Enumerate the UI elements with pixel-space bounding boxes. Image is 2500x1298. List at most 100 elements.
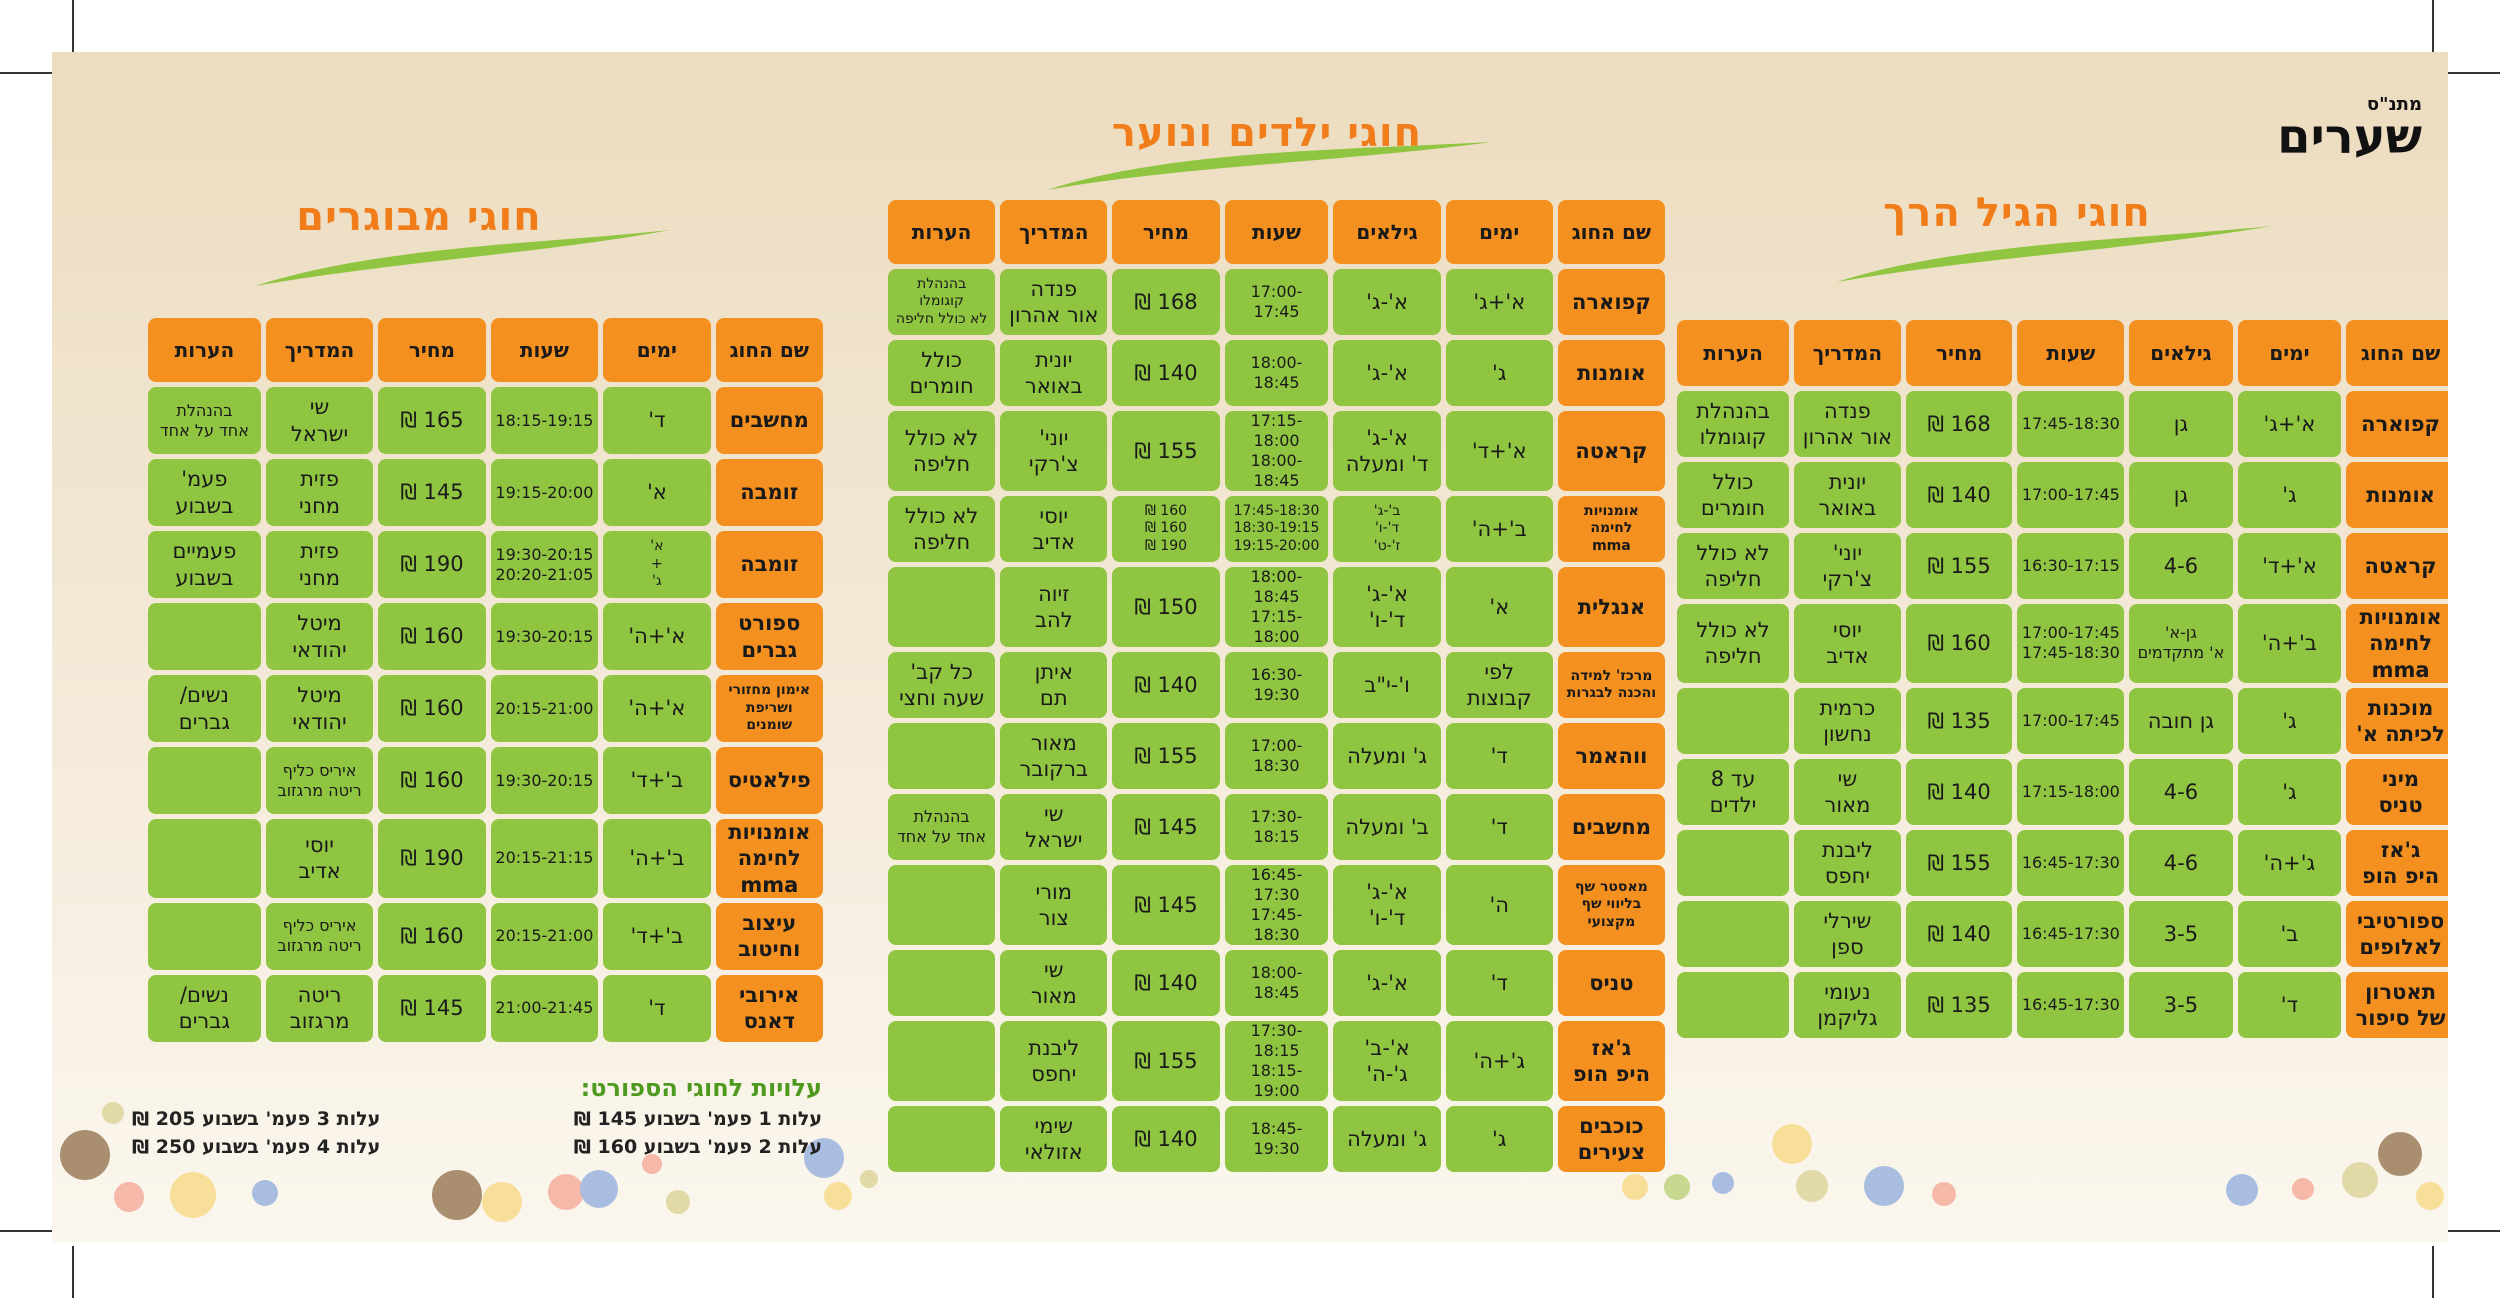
cell-notes: בהנהלת קוגומלו לא כולל חליפה (888, 269, 996, 335)
cell-price: 165 ₪ (378, 387, 486, 454)
cell-instructor: מיטל יהודאי (265, 603, 374, 670)
cell-ages: גן (2129, 391, 2233, 457)
cell-hours: 16:30-17:15 (2017, 533, 2125, 599)
table-row: קפוארה א'+ג' א'-ג' 17:00-17:45 168 ₪ פנדה אור… (888, 269, 1665, 335)
cell-days: ד' (1445, 950, 1553, 1016)
cell-price: 160 ₪ (378, 902, 486, 970)
cell-activity-name: ג'אז היפ הופ (2346, 829, 2448, 896)
table-row: פילאטיס ב'+ד' 19:30-20:15 160 ₪ איריס כליף ר… (148, 747, 823, 814)
table-row: מוכנות לכיתה א' ג' גן חובה 17:00-17:45 135 ₪… (1677, 687, 2448, 754)
cell-hours: 17:15-18:00 18:00-18:45 (1224, 411, 1329, 491)
table-row: אימון מחזורי ושריפת שומנים א'+ה' 20:15-21:… (148, 675, 823, 742)
logo-small-text: מתנ"ס (2366, 94, 2422, 115)
cell-hours: 19:15-20:00 (490, 459, 599, 526)
cell-notes: נשים/ גברים (148, 974, 261, 1042)
cell-price: 155 ₪ (1905, 533, 2013, 599)
col-header-instructor: המדריך (265, 318, 374, 382)
cell-days: א'+ד' (1445, 411, 1553, 491)
kids-table: שם החוג ימים גילאים שעות מחיר המדריך הער… (883, 195, 1670, 1177)
cell-activity-name: קראטה (1557, 411, 1665, 491)
cell-ages: גן-א' א' מתקדמים (2129, 604, 2233, 683)
cell-ages: גן חובה (2129, 687, 2233, 754)
col-header-notes: הערות (1677, 320, 1790, 386)
table-row: אומנויות לחימה mma ב'+ה' 20:15-21:15 190 ₪ י… (148, 819, 823, 898)
kids-swoosh (1047, 142, 1492, 190)
cell-days: ה' (1445, 865, 1553, 945)
cell-hours: 18:15-19:15 (490, 387, 599, 454)
cell-instructor: כרמית נחשון (1794, 687, 1901, 754)
cell-notes: נשים/ גברים (148, 675, 261, 742)
cell-days: ד' (603, 387, 711, 454)
cell-hours: 17:00-17:45 (2017, 462, 2125, 528)
cell-activity-name: אומנויות לחימה mma (715, 819, 823, 898)
cell-instructor: מאור ברקובר (1000, 723, 1108, 789)
cell-hours: 16:45-17:30 17:45-18:30 (1224, 865, 1329, 945)
cell-instructor: יוני' צ'רקי (1794, 533, 1901, 599)
cell-price: 160 ₪ (1905, 604, 2013, 683)
table-row: קפוארה א'+ג' גן 17:45-18:30 168 ₪ פנדה אור אה… (1677, 391, 2448, 457)
cell-price: 155 ₪ (1905, 829, 2013, 896)
cell-notes: כל קב' שעה וחצי (888, 652, 996, 718)
cell-instructor: זיוה להב (1000, 567, 1108, 647)
cell-days: ג' (1445, 1106, 1553, 1172)
cell-activity-name: קפוארה (2346, 391, 2448, 457)
cell-days: א'+ה' (603, 603, 711, 670)
cell-activity-name: קראטה (2346, 533, 2448, 599)
cell-ages: 4-6 (2129, 758, 2233, 825)
cell-days: ג'+ה' (1445, 1021, 1553, 1101)
cell-instructor: פזית מחני (265, 459, 374, 526)
cell-hours: 16:45-17:30 (2017, 900, 2125, 967)
cell-price: 140 ₪ (1905, 900, 2013, 967)
cell-notes (148, 603, 261, 670)
table-row: טניס ד' א'-ג' 18:00-18:45 140 ₪ שי מאור (888, 950, 1665, 1016)
cell-price: 190 ₪ (378, 819, 486, 898)
cell-notes (888, 1106, 996, 1172)
cell-price: 140 ₪ (1905, 462, 2013, 528)
cell-activity-name: אירובי דאנס (715, 974, 823, 1042)
fee-line-2: עלות 2 פעמ' בשבוע 160 ₪ (573, 1136, 822, 1158)
table-row: אומנויות לחימה mma ב'+ה' גן-א' א' מתקדמים 1… (1677, 604, 2448, 683)
cell-notes (1677, 971, 1790, 1038)
cell-price: 145 ₪ (1112, 794, 1220, 860)
cell-ages: ג' ומעלה (1333, 723, 1441, 789)
cell-hours: 18:00-18:45 17:15-18:00 (1224, 567, 1329, 647)
fee-line-1: עלות 1 פעמ' בשבוע 145 ₪ (573, 1108, 822, 1130)
cell-hours: 20:15-21:15 (490, 819, 599, 898)
cell-activity-name: ג'אז היפ הופ (1557, 1021, 1665, 1101)
table-row: מיני טניס ג' 4-6 17:15-18:00 140 ₪ שי מאור עד … (1677, 758, 2448, 825)
cell-price: 140 ₪ (1112, 340, 1220, 406)
cell-notes (888, 865, 996, 945)
cell-activity-name: אומנות (1557, 340, 1665, 406)
cell-instructor: יוסי אדיב (1794, 604, 1901, 683)
cell-days: ב' (2237, 900, 2342, 967)
cell-instructor: יוני' צ'רקי (1000, 411, 1108, 491)
table-row: קראטה א'+ד' א'-ג' ד' ומעלה 17:15-18:00 18:0… (888, 411, 1665, 491)
cell-notes (888, 1021, 996, 1101)
col-header-hours: שעות (1224, 200, 1329, 264)
cell-days: ד' (1445, 794, 1553, 860)
table-row: ספורט גברים א'+ה' 19:30-20:15 160 ₪ מיטל יהו… (148, 603, 823, 670)
cell-price: 160 ₪ (378, 603, 486, 670)
cell-instructor: ליבנת יחפס (1000, 1021, 1108, 1101)
cell-notes: לא כולל חליפה (1677, 533, 1790, 599)
cell-price: 168 ₪ (1112, 269, 1220, 335)
col-header-days: ימים (603, 318, 711, 382)
cell-instructor: יונית באואר (1794, 462, 1901, 528)
cell-hours: 17:00-18:30 (1224, 723, 1329, 789)
cell-notes (1677, 687, 1790, 754)
table-row: תאטרון של סיפור ד' 3-5 16:45-17:30 135 ₪ נעומ… (1677, 971, 2448, 1038)
cell-ages: ב'-ג' ד'-ו' ז'-ט' (1333, 496, 1441, 562)
cell-days: ג'+ה' (2237, 829, 2342, 896)
cell-hours: 17:00-17:45 (2017, 687, 2125, 754)
table-row: ג'אז היפ הופ ג'+ה' 4-6 16:45-17:30 155 ₪ ליבנ… (1677, 829, 2448, 896)
table-row: מרכז' למידה והכנה לבגרות לפי קבוצות ו'-י"ב… (888, 652, 1665, 718)
cell-notes (888, 567, 996, 647)
cell-instructor: איתן תם (1000, 652, 1108, 718)
cell-ages: 4-6 (2129, 829, 2233, 896)
col-header-price: מחיר (378, 318, 486, 382)
cell-notes: כולל חומרים (1677, 462, 1790, 528)
cell-ages: ב' ומעלה (1333, 794, 1441, 860)
cell-ages: 3-5 (2129, 900, 2233, 967)
cell-notes: כולל חומרים (888, 340, 996, 406)
cell-notes (148, 747, 261, 814)
